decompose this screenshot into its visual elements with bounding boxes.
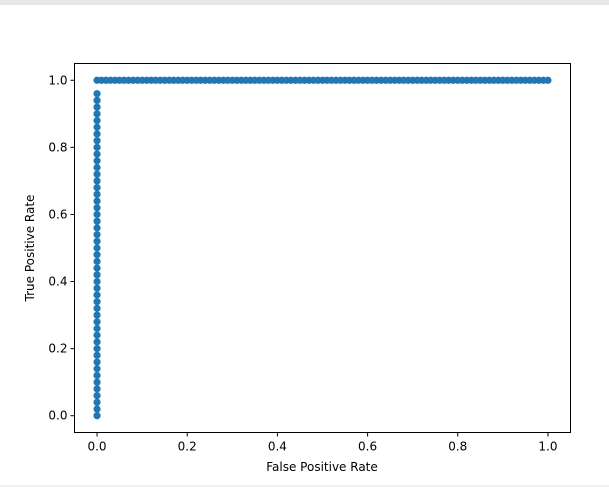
y-tick-label: 0.2 (48, 342, 67, 356)
x-tick-label: 0.2 (178, 440, 197, 454)
x-tick-label: 0.0 (87, 440, 106, 454)
data-point (544, 76, 552, 84)
data-point (93, 110, 101, 118)
y-axis-ticks: 0.0 0.2 0.4 0.6 0.8 1.0 (48, 73, 75, 423)
x-tick-label: 1.0 (538, 440, 557, 454)
data-point (93, 398, 101, 406)
window-bottom-edge (0, 485, 609, 487)
x-tick-label: 0.8 (448, 440, 467, 454)
data-point (93, 116, 101, 125)
data-point (93, 351, 101, 359)
data-point (93, 345, 101, 353)
data-point (93, 412, 101, 420)
data-point (93, 264, 101, 272)
data-point (93, 311, 101, 319)
data-point (93, 163, 101, 172)
data-point (93, 271, 101, 279)
data-point (93, 378, 101, 386)
window-top-bar (0, 0, 609, 5)
data-point (93, 230, 101, 239)
data-point (93, 291, 101, 299)
data-point (93, 371, 101, 380)
data-point (93, 405, 101, 413)
y-axis-label: True Positive Rate (23, 195, 37, 303)
y-tick-label: 0.6 (48, 207, 67, 221)
data-point (93, 257, 101, 266)
data-point (93, 318, 101, 326)
y-tick-label: 0.8 (48, 140, 67, 154)
data-point (93, 204, 101, 212)
data-point (93, 217, 101, 225)
data-point (93, 170, 101, 178)
data-point (93, 358, 101, 366)
data-point (93, 331, 101, 339)
data-point (93, 190, 101, 198)
data-point (93, 123, 101, 131)
data-point (93, 150, 101, 158)
x-axis-label: False Positive Rate (266, 460, 378, 474)
data-point (93, 143, 101, 151)
y-tick-label: 0.4 (48, 275, 67, 289)
y-tick-label: 1.0 (48, 73, 67, 87)
data-point (93, 103, 101, 111)
data-point (93, 237, 101, 245)
data-point (93, 137, 101, 145)
data-point (93, 90, 101, 98)
data-point (93, 177, 101, 185)
data-point (93, 157, 101, 165)
data-point (93, 244, 101, 252)
x-axis-ticks: 0.0 0.2 0.4 0.6 0.8 1.0 (87, 432, 558, 454)
data-point (93, 96, 101, 104)
y-tick-label: 0.0 (48, 409, 67, 423)
x-tick-label: 0.4 (268, 440, 287, 454)
data-points (93, 76, 552, 420)
data-point (93, 385, 101, 393)
x-tick-label: 0.6 (358, 440, 377, 454)
data-point (93, 210, 101, 219)
data-point (93, 324, 101, 333)
data-point (93, 224, 101, 232)
data-point (93, 365, 101, 373)
data-point (93, 184, 101, 192)
data-point (93, 284, 101, 292)
data-point (93, 130, 101, 138)
axes-frame (74, 63, 571, 433)
data-point (93, 277, 101, 286)
data-point (93, 392, 101, 400)
data-point (93, 338, 101, 346)
data-point (93, 251, 101, 259)
data-point (93, 298, 101, 306)
data-point (93, 304, 101, 312)
data-point (93, 197, 101, 205)
